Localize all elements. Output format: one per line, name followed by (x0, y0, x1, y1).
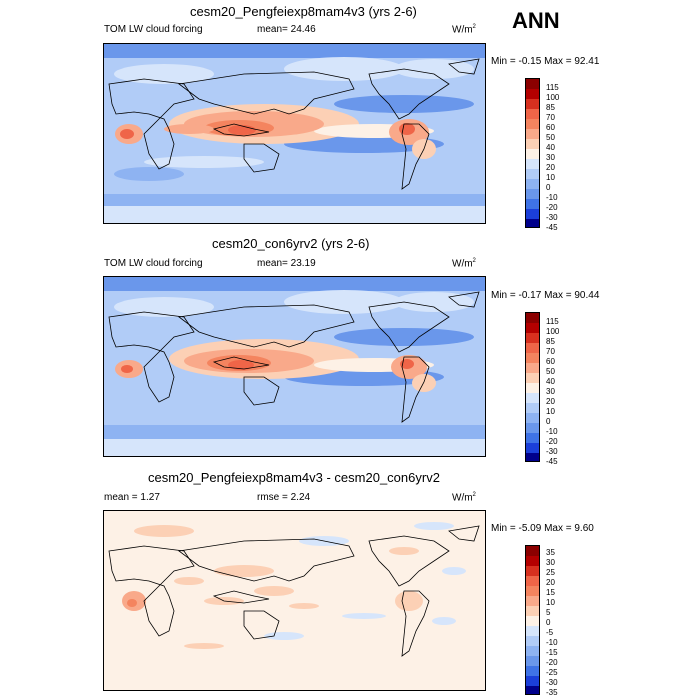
tick-label: 115 (546, 317, 559, 326)
tick-label: 60 (546, 123, 555, 132)
tick-label: 20 (546, 163, 555, 172)
tick-label: 100 (546, 327, 560, 336)
tick-label: 35 (546, 548, 555, 557)
panel1-map (103, 43, 486, 224)
tick-label: 20 (546, 397, 555, 406)
tick-label: 85 (546, 103, 555, 112)
panel2-colorbar-labels: 115 100 85 70 60 50 40 30 20 10 0 -10 -20 -30 -… (546, 317, 559, 467)
panel3-map (103, 510, 486, 691)
tick-label: 5 (546, 608, 551, 617)
season-label: ANN (512, 8, 560, 33)
tick-label: 0 (546, 618, 551, 627)
tick-label: -25 (546, 668, 558, 677)
panel2-mean: mean= 23.19 (257, 258, 316, 269)
tick-label: -20 (546, 203, 558, 212)
tick-label: -20 (546, 658, 558, 667)
tick-label: 25 (546, 568, 555, 577)
tick-label: 10 (546, 173, 555, 182)
tick-label: -10 (546, 427, 558, 436)
panel2-map (103, 276, 486, 457)
panel3-rmse: rmse = 2.24 (257, 492, 311, 503)
panel1-left-label: TOM LW cloud forcing (104, 24, 203, 35)
tick-label: -15 (546, 648, 558, 657)
tick-label: 20 (546, 578, 555, 587)
panel1-colorbar-labels: 115 100 85 70 60 50 40 30 20 10 0 -10 -20 -30 -… (546, 83, 559, 233)
panel2-left-label: TOM LW cloud forcing (104, 258, 203, 269)
tick-label: 115 (546, 83, 559, 92)
tick-label: 15 (546, 588, 555, 597)
tick-label: 10 (546, 407, 555, 416)
tick-label: 40 (546, 377, 555, 386)
tick-label: -30 (546, 678, 558, 687)
panel1-minmax: Min = -0.15 Max = 92.41 (491, 56, 600, 67)
tick-label: -5 (546, 628, 554, 637)
tick-label: -10 (546, 193, 558, 202)
panel2-colorbar (525, 312, 540, 462)
panel1-units: W/m2 (452, 24, 476, 36)
tick-label: -20 (546, 437, 558, 446)
tick-label: 60 (546, 357, 555, 366)
tick-label: 85 (546, 337, 555, 346)
tick-label: -45 (546, 457, 558, 466)
tick-label: 50 (546, 133, 555, 142)
panel1-title: cesm20_Pengfeiexp8mam4v3 (yrs 2-6) (190, 4, 417, 19)
panel2-units: W/m2 (452, 258, 476, 270)
panel2-title: cesm20_con6yrv2 (yrs 2-6) (212, 236, 370, 251)
panel1-colorbar (525, 78, 540, 228)
panel3-title: cesm20_Pengfeiexp8mam4v3 - cesm20_con6yr… (148, 470, 440, 485)
tick-label: 50 (546, 367, 555, 376)
tick-label: -30 (546, 447, 558, 456)
tick-label: 70 (546, 113, 555, 122)
panel3-units: W/m2 (452, 492, 476, 504)
tick-label: 100 (546, 93, 560, 102)
tick-label: 30 (546, 387, 555, 396)
tick-label: 30 (546, 153, 555, 162)
tick-label: 10 (546, 598, 555, 607)
tick-label: -35 (546, 688, 558, 697)
tick-label: 0 (546, 417, 551, 426)
tick-label: -10 (546, 638, 558, 647)
panel1-mean: mean= 24.46 (257, 24, 316, 35)
panel3-minmax: Min = -5.09 Max = 9.60 (491, 523, 594, 534)
tick-label: 30 (546, 558, 555, 567)
panel3-mean: mean = 1.27 (104, 492, 160, 503)
tick-label: 40 (546, 143, 555, 152)
panel3-colorbar (525, 545, 540, 695)
tick-label: -45 (546, 223, 558, 232)
tick-label: 70 (546, 347, 555, 356)
tick-label: 0 (546, 183, 551, 192)
tick-label: -30 (546, 213, 558, 222)
panel2-minmax: Min = -0.17 Max = 90.44 (491, 290, 600, 301)
